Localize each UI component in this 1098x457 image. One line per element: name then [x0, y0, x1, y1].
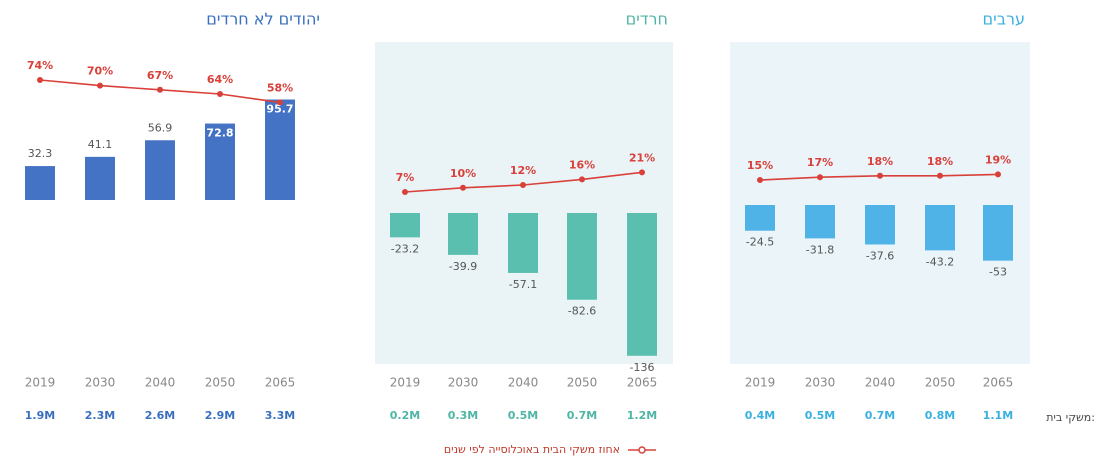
x-tick-label: 2050 [567, 376, 598, 390]
bar-label: 95.7 [266, 103, 293, 116]
bar [85, 156, 115, 200]
x-tick-label: 2030 [448, 376, 479, 390]
households-value: 0.7M [865, 409, 895, 422]
x-tick-label: 2065 [265, 376, 296, 390]
line-point [37, 77, 43, 83]
x-tick-label: 2030 [805, 376, 836, 390]
bar-label: -24.5 [746, 236, 774, 249]
bar-label: -53 [989, 266, 1007, 279]
households-value: 3.3M [265, 409, 295, 422]
legend-marker [638, 446, 646, 454]
x-tick-label: 2050 [205, 376, 236, 390]
bar [805, 205, 835, 239]
households-value: 0.4M [745, 409, 775, 422]
line-label: 67% [147, 69, 173, 82]
bar [925, 205, 955, 251]
x-tick-label: 2019 [390, 376, 421, 390]
bar-label: 56.9 [148, 121, 173, 134]
line-point [157, 86, 163, 93]
bar [567, 213, 597, 300]
bar [390, 213, 420, 238]
bar [265, 99, 295, 200]
households-value: 0.8M [925, 409, 955, 422]
line-label: 21% [629, 151, 655, 164]
line-point [520, 182, 526, 188]
line-point [757, 177, 763, 183]
line-point [639, 169, 645, 176]
bar [745, 205, 775, 231]
line-point [97, 82, 103, 89]
bar-label: -82.6 [568, 305, 596, 318]
bar-label: -39.9 [449, 260, 477, 273]
bar-label: -43.2 [926, 255, 954, 268]
panel-bg [730, 42, 1030, 364]
households-value: 2.3M [85, 409, 115, 422]
x-tick-label: 2040 [145, 376, 176, 390]
bar [205, 123, 235, 200]
bar-label: -136 [630, 361, 655, 374]
bar-label: -57.1 [509, 278, 537, 291]
bar-label: -37.6 [866, 249, 894, 262]
line-point [460, 184, 466, 191]
line-point [877, 172, 883, 179]
households-value: 0.2M [390, 409, 420, 422]
x-tick-label: 2040 [865, 376, 896, 390]
households-value: 0.7M [567, 409, 597, 422]
line-label: 15% [747, 159, 773, 172]
bar-label: 41.1 [88, 138, 113, 151]
x-tick-label: 2065 [627, 376, 658, 390]
households-value: 0.5M [805, 409, 835, 422]
line-label: 18% [927, 155, 953, 168]
line-label: 74% [27, 59, 53, 72]
x-tick-label: 2019 [745, 376, 776, 390]
line-label: 58% [267, 81, 293, 94]
x-tick-label: 2040 [508, 376, 539, 390]
bar-label: 72.8 [206, 127, 233, 140]
line-label: 70% [87, 65, 113, 78]
bar-label: -31.8 [806, 243, 834, 256]
line-point [402, 189, 408, 195]
line-label: 10% [450, 167, 476, 180]
legend-label: אחוז משקי הבית באוכלוסייה לפי שנים [444, 443, 620, 456]
line-label: 7% [396, 171, 415, 184]
line-point [817, 174, 823, 181]
line-point [579, 176, 585, 183]
households-value: 1.1M [983, 409, 1013, 422]
bar [448, 213, 478, 255]
line-point [937, 172, 943, 179]
line-label: 19% [985, 153, 1011, 166]
bar [865, 205, 895, 245]
line-label: 17% [807, 156, 833, 169]
panel-title: ערבים [983, 10, 1026, 29]
bar [627, 213, 657, 356]
x-tick-label: 2030 [85, 376, 116, 390]
x-tick-label: 2019 [25, 376, 56, 390]
households-value: 1.9M [25, 409, 55, 422]
bar [25, 166, 55, 200]
x-tick-label: 2050 [925, 376, 956, 390]
line-point [217, 91, 223, 97]
households-value: 2.9M [205, 409, 235, 422]
line-point [995, 171, 1001, 178]
bar [145, 140, 175, 200]
line-label: 12% [510, 164, 536, 177]
line-label: 64% [207, 73, 233, 86]
line-point [277, 99, 283, 106]
bar-label: 32.3 [28, 147, 53, 160]
line-label: 16% [569, 158, 595, 171]
households-value: 0.3M [448, 409, 478, 422]
households-value: 0.5M [508, 409, 538, 422]
bar [983, 205, 1013, 261]
households-label: משקי בית: [1046, 411, 1095, 424]
households-value: 1.2M [627, 409, 657, 422]
x-tick-label: 2065 [983, 376, 1014, 390]
panel-title: יהודים לא חרדים [206, 10, 320, 29]
line-label: 18% [867, 155, 893, 168]
bar [508, 213, 538, 273]
panel-title: חרדים [626, 10, 668, 29]
bar-label: -23.2 [391, 242, 419, 255]
panel-bg [375, 42, 673, 364]
households-value: 2.6M [145, 409, 175, 422]
